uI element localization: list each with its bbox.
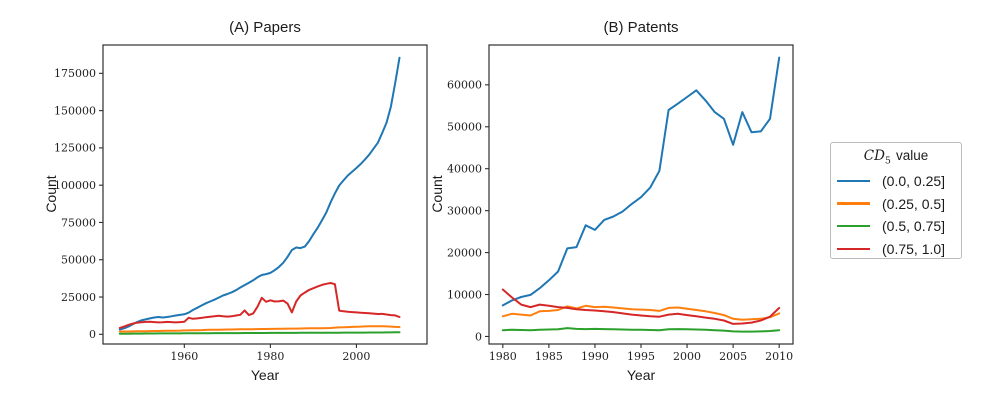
- legend-box: CD5 value (0.0, 0.25] (0.25, 0.5] (0.5, 0.7…: [830, 142, 962, 259]
- legend-entry-cd5-0.00-0.25: (0.0, 0.25]: [837, 170, 955, 193]
- x-tick-label: 1995: [627, 350, 655, 363]
- series-line-cd5-0.00-0.25: [501, 56, 781, 307]
- legend-line-swatch: [837, 224, 870, 228]
- legend-entry-cd5-0.50-0.75: (0.5, 0.75]: [837, 215, 955, 238]
- legend-line-swatch: [837, 247, 870, 251]
- series-line-cd5-0.75-1.00: [118, 282, 401, 329]
- y-tick-label: 150000: [54, 104, 96, 117]
- series-line-cd5-0.50-0.75: [501, 327, 781, 333]
- legend-line-swatch: [837, 202, 870, 205]
- y-tick-label: 75000: [61, 216, 96, 229]
- y-tick-label: 40000: [447, 163, 482, 176]
- panel-b-ylabel: Count: [429, 175, 445, 213]
- legend-entry-label: (0.75, 1.0]: [882, 240, 946, 257]
- legend-title-subscript: 5: [884, 155, 891, 167]
- series-line-cd5-0.25-0.50: [118, 325, 401, 333]
- y-tick-label: 50000: [61, 254, 96, 267]
- series-line-cd5-0.00-0.25: [118, 56, 401, 331]
- y-tick-label: 20000: [447, 246, 482, 259]
- legend-entry-cd5-0.75-1.00: (0.75, 1.0]: [837, 237, 955, 260]
- y-tick-label: 100000: [54, 179, 96, 192]
- y-tick-label: 50000: [447, 121, 482, 134]
- panel-b-title: (B) Patents: [603, 19, 679, 36]
- series-line-cd5-0.25-0.50: [501, 304, 781, 321]
- legend-title-text: value: [895, 148, 929, 163]
- x-tick-label: 1980: [489, 350, 517, 363]
- legend-entry-label: (0.0, 0.25]: [882, 172, 946, 189]
- plot-frame-patents: [488, 44, 794, 345]
- y-tick-label: 25000: [61, 291, 96, 304]
- panel-a-xlabel: Year: [250, 367, 280, 383]
- x-tick-label: 2000: [673, 350, 701, 363]
- x-tick-label: 2010: [765, 350, 793, 363]
- series-line-cd5-0.50-0.75: [118, 331, 401, 335]
- x-tick-label: 2000: [342, 350, 370, 363]
- legend-title: CD5 value: [837, 148, 955, 167]
- x-tick-label: 1985: [535, 350, 563, 363]
- y-tick-label: 175000: [54, 67, 96, 80]
- panel-b-xlabel: Year: [626, 367, 656, 383]
- y-tick-label: 0: [89, 328, 96, 341]
- y-tick-label: 60000: [447, 79, 482, 92]
- legend-line-swatch: [837, 179, 870, 183]
- legend-entry-label: (0.5, 0.75]: [882, 218, 946, 235]
- legend-entries: (0.0, 0.25] (0.25, 0.5] (0.5, 0.75] (0.75, …: [837, 170, 955, 260]
- series-line-cd5-0.75-1.00: [501, 288, 781, 325]
- y-tick-label: 125000: [54, 142, 96, 155]
- x-tick-label: 2005: [719, 350, 747, 363]
- y-tick-label: 10000: [447, 288, 482, 301]
- x-tick-label: 1960: [170, 350, 198, 363]
- plot-frame-papers: [102, 44, 428, 345]
- x-tick-label: 1990: [581, 350, 609, 363]
- legend-entry-cd5-0.25-0.50: (0.25, 0.5]: [837, 192, 955, 215]
- y-tick-label: 0: [475, 330, 482, 343]
- legend-title-math: CD: [863, 148, 885, 164]
- panel-a-title: (A) Papers: [229, 19, 301, 36]
- y-tick-label: 30000: [447, 204, 482, 217]
- x-tick-label: 1980: [256, 350, 284, 363]
- panel-a-ylabel: Count: [43, 175, 59, 213]
- legend-entry-label: (0.25, 0.5]: [882, 195, 946, 212]
